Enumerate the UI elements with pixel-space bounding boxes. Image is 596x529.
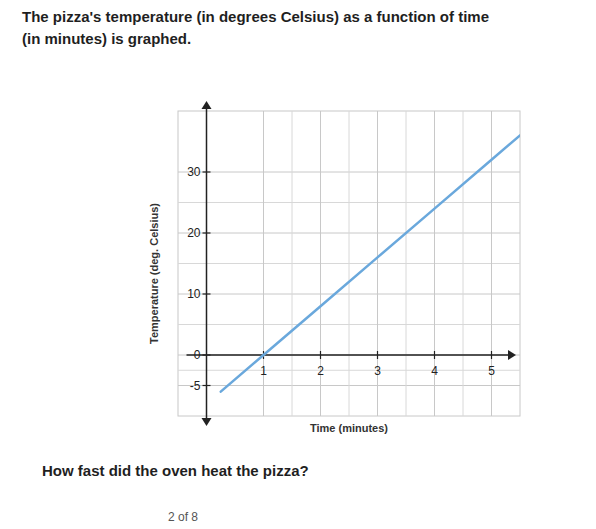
title: The pizza's temperature (in degrees Cels…: [22, 6, 492, 50]
y-tick-label: 10: [187, 287, 201, 301]
grid-line: [178, 355, 520, 356]
arrow: [508, 350, 516, 360]
y-tick: [203, 171, 211, 172]
plot-frame: [178, 111, 520, 416]
y-axis: [206, 105, 208, 422]
grid: [178, 111, 520, 416]
x-tick-label: 3: [374, 364, 381, 378]
y-axis-label: Temperature (deg. Celsius): [148, 203, 160, 344]
question: How fast did the oven heat the pizza?: [42, 462, 309, 479]
y-tick-label: 0: [194, 348, 201, 362]
line: [221, 135, 520, 391]
minor-grid-line: [349, 111, 350, 416]
x-axis-label: Time (minutes): [310, 422, 388, 434]
x-tick-label: 5: [488, 364, 495, 378]
x-tick-label: 4: [431, 364, 438, 378]
minor-grid-line: [463, 111, 464, 416]
page-counter: 2 of 8: [168, 510, 198, 524]
y-tick-label: -5: [190, 379, 201, 393]
x-tick-label: 1: [260, 364, 267, 378]
y-tick: [203, 354, 211, 355]
x-axis: [187, 354, 513, 356]
minor-grid-line: [292, 111, 293, 416]
arrow: [202, 101, 212, 109]
data: [221, 135, 520, 391]
y-tick-label: 30: [187, 165, 201, 179]
chart: 1 2 3 4 5 -5 0 10 20 30 Time (minutes) Temperature …: [0, 0, 596, 529]
x-tick: [491, 351, 492, 359]
x-tick: [320, 351, 321, 359]
x-tick-label: 2: [317, 364, 324, 378]
y-tick: [203, 385, 211, 386]
x-tick: [377, 351, 378, 359]
y-tick: [203, 293, 211, 294]
x-tick: [434, 351, 435, 359]
y-tick: [203, 232, 211, 233]
arrow: [202, 418, 212, 426]
minor-grid-line: [406, 111, 407, 416]
y-tick-label: 20: [187, 226, 201, 240]
